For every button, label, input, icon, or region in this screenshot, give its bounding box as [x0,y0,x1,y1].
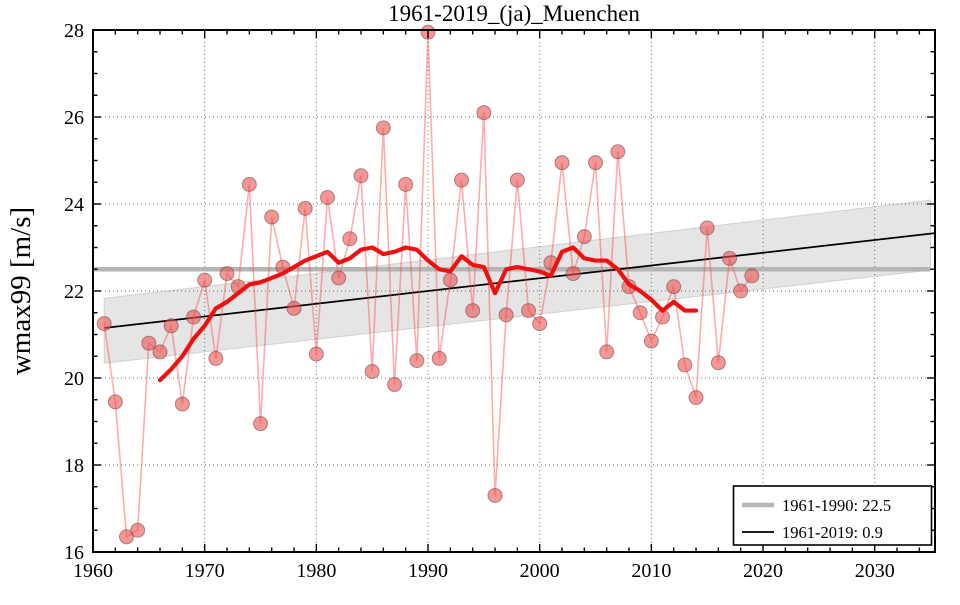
annual-marker-2012 [666,279,682,295]
annual-marker-1963 [119,529,135,545]
legend-entry-trend: 1961-2019: 0.9 [782,523,883,542]
y-tick-label-22: 22 [64,281,84,303]
annual-marker-1997 [498,307,514,323]
annual-marker-2013 [677,357,693,373]
x-tick-label-2030: 2030 [855,560,895,582]
annual-marker-1968 [174,396,190,412]
annual-marker-1976 [264,209,280,225]
annual-marker-2014 [688,390,704,406]
annual-marker-2016 [710,355,726,371]
annual-marker-1988 [398,176,414,192]
tick-labels-layer: 1960 1970 1980 1990 2000 2010 2020 2030 16 18 20 22… [64,20,895,582]
annual-marker-1981 [320,189,336,205]
x-tick-label-1980: 1980 [296,560,336,582]
x-tick-label-2010: 2010 [631,560,671,582]
legend-entry-reference: 1961-1990: 22.5 [782,496,891,515]
annual-marker-1975 [253,416,269,432]
annual-marker-1985 [364,363,380,379]
annual-marker-1987 [387,377,403,393]
data-markers-layer [96,24,760,545]
y-tick-label-28: 28 [64,20,84,42]
annual-marker-1965 [141,335,157,351]
annual-marker-1984 [353,168,369,184]
annual-marker-1979 [297,200,313,216]
trend-line [104,232,936,329]
annual-marker-1971 [208,350,224,366]
annual-marker-2006 [599,344,615,360]
annual-marker-1969 [186,309,202,325]
annual-marker-1964 [130,522,146,538]
annual-marker-1978 [286,300,302,316]
annual-marker-1986 [375,120,391,136]
annual-marker-1995 [476,105,492,121]
annual-marker-1992 [442,272,458,288]
annual-marker-1993 [454,172,470,188]
annual-marker-1974 [241,176,257,192]
annual-marker-2019 [744,268,760,284]
annual-marker-1994 [465,303,481,319]
annual-marker-2015 [699,220,715,236]
annual-marker-1980 [308,346,324,362]
annual-marker-1967 [163,318,179,334]
y-tick-label-26: 26 [64,107,84,129]
annual-marker-1972 [219,266,235,282]
annual-marker-2003 [565,266,581,282]
x-tick-label-1970: 1970 [185,560,225,582]
annual-marker-1996 [487,487,503,503]
annual-marker-2009 [632,305,648,321]
x-tick-label-1990: 1990 [408,560,448,582]
annual-marker-1999 [521,303,537,319]
y-tick-label-16: 16 [64,542,84,564]
annual-marker-1970 [197,272,213,288]
annual-marker-1983 [342,231,358,247]
y-tick-label-18: 18 [64,455,84,477]
annual-marker-2007 [610,144,626,160]
y-axis-label: wmax99 [m/s] [5,207,37,375]
annual-marker-1966 [152,344,168,360]
annual-marker-2000 [532,316,548,332]
annual-marker-2018 [733,283,749,299]
annual-marker-2010 [643,333,659,349]
annual-marker-1989 [409,353,425,369]
annual-marker-2005 [588,155,604,171]
smoothed-line [157,245,699,383]
legend-box: 1961-1990: 22.5 1961-2019: 0.9 [732,485,933,546]
x-tick-label-2020: 2020 [743,560,783,582]
annual-marker-1998 [509,172,525,188]
x-tick-label-2000: 2000 [520,560,560,582]
y-tick-label-20: 20 [64,368,84,390]
annual-marker-1991 [431,350,447,366]
annual-marker-2017 [722,250,738,266]
legend-border [732,485,933,546]
y-tick-label-24: 24 [64,194,84,216]
annual-marker-1962 [107,394,123,410]
annual-marker-2002 [554,155,570,171]
annual-marker-1961 [96,316,112,332]
annual-marker-1982 [331,270,347,286]
x-tick-label-1960: 1960 [73,560,113,582]
annual-marker-2004 [576,229,592,245]
chart-title: 1961-2019_(ja)_Muenchen [388,1,640,26]
